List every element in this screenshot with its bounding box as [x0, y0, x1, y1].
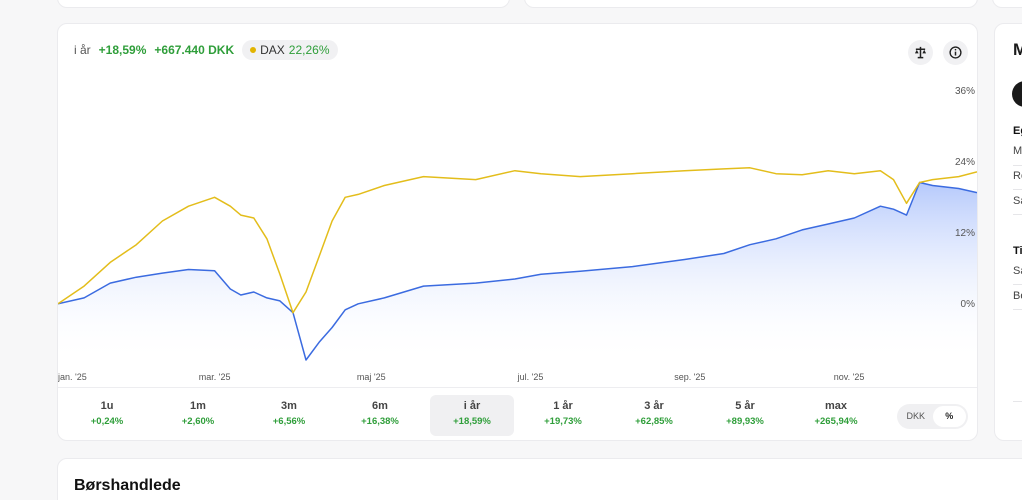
period-ytd[interactable]: i år +18,59% — [430, 395, 514, 436]
benchmark-line — [58, 167, 977, 314]
performance-summary: i år +18,59% +667.440 DKK DAX 22,26% — [74, 40, 338, 60]
period-return: +265,94% — [814, 416, 858, 427]
side-panel-heading: M — [1013, 40, 1022, 60]
period-return: +6,56% — [272, 416, 306, 427]
summary-period: i år — [74, 43, 91, 57]
y-tick-label: 36% — [955, 86, 975, 97]
side-group2-item[interactable]: Be — [1013, 290, 1022, 302]
period-6m[interactable]: 6m +16,38% — [338, 395, 422, 436]
period-label: 1m — [190, 400, 206, 412]
period-label: 1 år — [553, 400, 573, 412]
benchmark-name: DAX — [260, 43, 285, 57]
y-tick-label: 12% — [955, 228, 975, 239]
period-5y[interactable]: 5 år +89,93% — [703, 395, 787, 436]
divider — [1013, 401, 1022, 402]
period-max[interactable]: max +265,94% — [794, 395, 878, 436]
y-tick-label: 0% — [961, 299, 976, 310]
x-tick-label: sep. '25 — [674, 372, 705, 382]
period-label: 3 år — [644, 400, 664, 412]
period-label: 1u — [100, 400, 114, 412]
divider — [1013, 189, 1022, 190]
x-tick-label: nov. '25 — [834, 372, 865, 382]
side-group2-item[interactable]: Sa — [1013, 265, 1022, 277]
x-tick-label: mar. '25 — [199, 372, 231, 382]
avatar[interactable] — [1012, 81, 1022, 107]
period-return: +19,73% — [544, 416, 582, 427]
period-label: 6m — [372, 400, 388, 412]
period-label: 3m — [281, 400, 297, 412]
benchmark-return: 22,26% — [288, 43, 330, 57]
compare-button[interactable] — [908, 40, 933, 65]
info-icon — [949, 46, 962, 59]
side-group1-item[interactable]: M — [1013, 145, 1022, 157]
top-card-side — [992, 0, 1022, 8]
period-label: i år — [463, 400, 481, 412]
side-group2-title: Ti — [1013, 245, 1022, 257]
divider — [1013, 309, 1022, 310]
x-tick-label: jul. '25 — [517, 372, 544, 382]
y-tick-label: 24% — [955, 157, 975, 168]
divider — [1013, 284, 1022, 285]
unit-pct-option[interactable]: % — [932, 406, 966, 427]
benchmark-chip[interactable]: DAX 22,26% — [242, 40, 338, 60]
side-panel: M Eg M Re Sa Ti Sa Be — [994, 23, 1022, 441]
period-1u[interactable]: 1u +0,24% — [65, 395, 149, 436]
summary-return-abs: +667.440 DKK — [154, 43, 235, 57]
period-return: +16,38% — [361, 416, 399, 427]
period-return: +62,85% — [635, 416, 673, 427]
x-tick-label: maj '25 — [357, 372, 386, 382]
period-selector: 1u +0,24% 1m +2,60% 3m +6,56% 6m +16,38%… — [58, 387, 977, 440]
divider — [1013, 214, 1022, 215]
period-return: +18,59% — [453, 416, 491, 427]
side-group1-title: Eg — [1013, 125, 1022, 137]
side-group1-item[interactable]: Sa — [1013, 195, 1022, 207]
scale-icon — [914, 46, 927, 59]
portfolio-line — [58, 181, 977, 361]
portfolio-area — [58, 182, 977, 363]
period-return: +2,60% — [181, 416, 215, 427]
divider — [1013, 165, 1022, 166]
summary-return-pct: +18,59% — [98, 43, 147, 57]
performance-chart-card: 36% 24% 12% 0% jan. '25 mar. '25 maj '25 jul. '… — [57, 23, 978, 441]
performance-chart: 36% 24% 12% 0% jan. '25 mar. '25 maj '25 jul. '… — [58, 86, 977, 382]
top-card-right — [524, 0, 978, 8]
period-label: 5 år — [735, 400, 755, 412]
top-card-left — [57, 0, 510, 8]
period-1m[interactable]: 1m +2,60% — [156, 395, 240, 436]
benchmark-dot-icon — [250, 47, 257, 53]
x-tick-label: jan. '25 — [58, 372, 87, 382]
unit-dkk-option[interactable]: DKK — [906, 411, 925, 421]
period-return: +0,24% — [90, 416, 124, 427]
info-button[interactable] — [943, 40, 968, 65]
side-group1-item[interactable]: Re — [1013, 170, 1022, 182]
period-label: max — [824, 400, 848, 412]
period-3y[interactable]: 3 år +62,85% — [612, 395, 696, 436]
unit-toggle[interactable]: DKK % — [897, 404, 968, 429]
period-1y[interactable]: 1 år +19,73% — [521, 395, 605, 436]
period-3m[interactable]: 3m +6,56% — [247, 395, 331, 436]
trades-section: Børshandlede — [57, 458, 1022, 500]
period-return: +89,93% — [726, 416, 764, 427]
section-title: Børshandlede — [74, 477, 181, 494]
